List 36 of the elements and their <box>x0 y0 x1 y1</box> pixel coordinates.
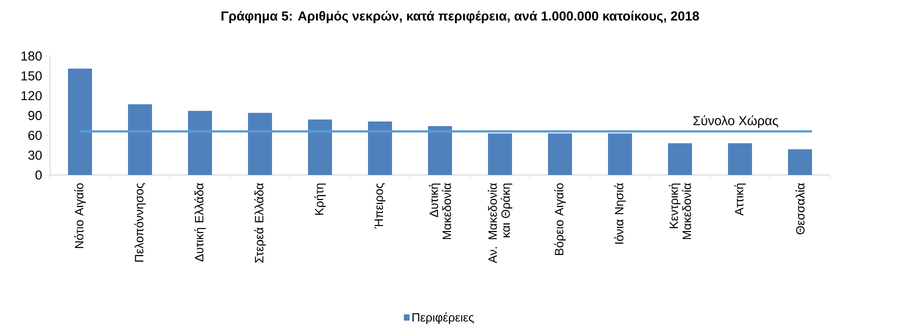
x-tick-label: Αττική <box>734 184 746 216</box>
x-tick-label: Αν. Μακεδονία και Θράκη <box>488 183 512 264</box>
ref-line-label: Σύνολο Χώρας <box>693 115 778 128</box>
bar <box>188 110 212 176</box>
bar <box>788 149 812 176</box>
bar <box>68 68 92 176</box>
x-tick-label: Θεσσαλία <box>795 183 805 234</box>
x-tick-label: Πελοπόννησος <box>134 183 146 262</box>
y-tick-label: 180 <box>22 51 42 61</box>
bar <box>308 119 332 176</box>
legend-label: Περιφέρειες <box>412 312 474 324</box>
bar <box>428 126 452 176</box>
bar <box>368 121 392 176</box>
y-tick-label: 60 <box>28 130 42 140</box>
y-tick-label: 30 <box>28 150 42 160</box>
chart-title: Γράφημα 5: Αριθμός νεκρών, κατά περιφέρεια, ανά 1.000.000 κατοίκους, 2018 <box>222 10 699 24</box>
x-tick-label: Βόρειο Αιγαίο <box>554 183 566 255</box>
y-tick-label: 0 <box>35 170 42 180</box>
y-tick-label: 120 <box>22 91 42 100</box>
bar <box>728 143 752 176</box>
bar <box>548 133 572 176</box>
x-tick-label: Ήπειρος <box>374 183 386 229</box>
bar <box>608 133 632 176</box>
x-tick-label: Στερεά Ελλάδα <box>254 183 266 263</box>
bar <box>248 112 272 176</box>
bar <box>128 104 152 176</box>
x-tick-label: Νότιο Αιγαίο <box>74 183 86 248</box>
x-tick-label: Δυτική Ελλάδα <box>194 183 206 262</box>
x-tick-label: Ιόνια Νησιά <box>614 183 626 244</box>
x-tick-label: Δυτική Μακεδονία <box>428 183 452 240</box>
x-tick-label: Κεντρική Μακεδονία <box>668 183 692 240</box>
x-tick-label: Κρήτη <box>314 184 326 215</box>
y-tick-label: 150 <box>22 71 42 80</box>
y-tick-label: 90 <box>28 110 42 120</box>
bar <box>668 143 692 176</box>
bar <box>488 133 512 176</box>
